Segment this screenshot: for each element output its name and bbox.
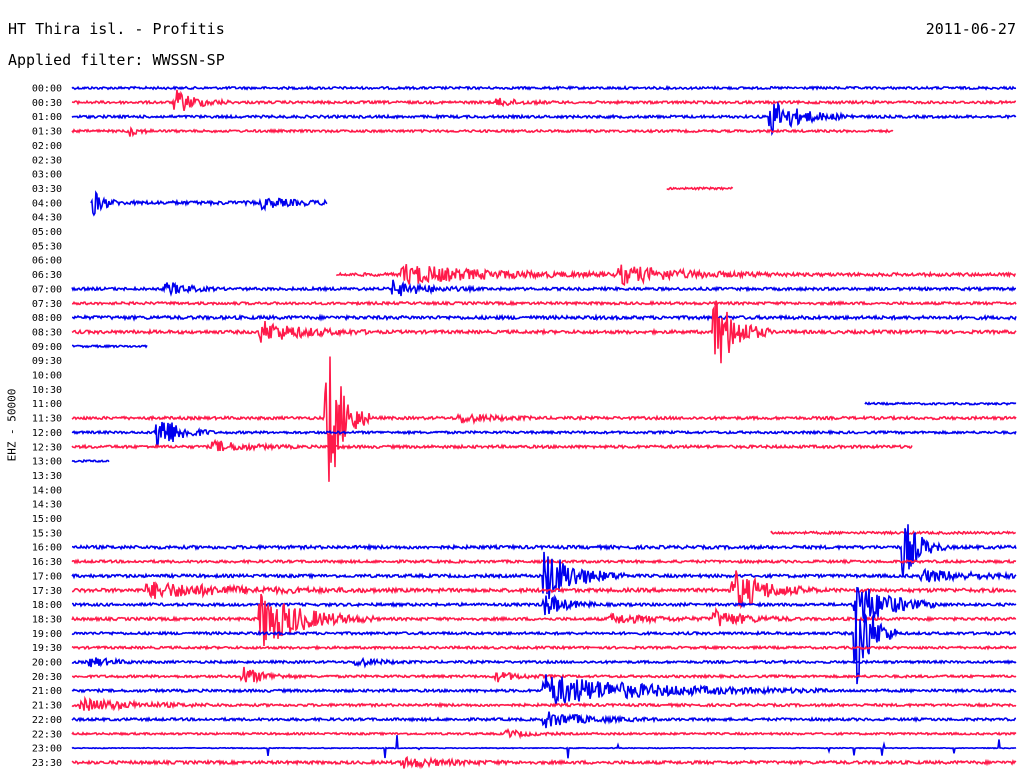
trace-line	[90, 190, 328, 217]
time-label: 03:30	[32, 184, 62, 195]
trace-line	[71, 666, 1017, 684]
trace-line	[71, 100, 1017, 137]
time-axis-labels: 00:00 00:30 01:00 01:30 02:00 02:30 03:00 03:30…	[32, 84, 62, 769]
time-label: 20:30	[32, 672, 62, 683]
time-label: 20:00	[32, 658, 62, 669]
trace-line	[71, 89, 1017, 111]
time-label: 15:00	[32, 514, 62, 525]
seismic-traces	[71, 84, 1017, 770]
trace-line	[71, 421, 1017, 448]
trace-line	[71, 343, 148, 349]
trace-line	[71, 593, 1017, 647]
time-label: 16:30	[32, 557, 62, 568]
trace-line	[71, 458, 110, 463]
trace-line	[71, 656, 1017, 669]
trace-line	[71, 438, 913, 452]
time-label: 13:30	[32, 471, 62, 482]
time-label: 01:30	[32, 127, 62, 138]
trace-line	[71, 727, 1017, 740]
trace-line	[335, 264, 1017, 287]
time-label: 06:30	[32, 270, 62, 281]
time-label: 04:30	[32, 213, 62, 224]
trace-line	[71, 755, 1017, 770]
time-label: 23:30	[32, 758, 62, 769]
time-label: 03:00	[32, 170, 62, 181]
time-label: 19:30	[32, 643, 62, 654]
time-label: 10:00	[32, 371, 62, 382]
time-label: 09:30	[32, 356, 62, 367]
time-label: 08:00	[32, 313, 62, 324]
time-label: 19:00	[32, 629, 62, 640]
trace-line	[71, 125, 894, 138]
trace-line	[71, 711, 1017, 729]
trace-line	[71, 735, 1017, 759]
time-label: 02:30	[32, 155, 62, 166]
trace-line	[71, 586, 1017, 632]
trace-line	[71, 279, 1016, 297]
time-label: 12:00	[32, 428, 62, 439]
time-label: 00:00	[32, 84, 62, 95]
time-label: 12:30	[32, 442, 62, 453]
trace-line	[864, 401, 1017, 407]
trace-line	[71, 695, 1017, 712]
time-label: 04:00	[32, 198, 62, 209]
time-label: 17:00	[32, 571, 62, 582]
trace-line	[71, 84, 1017, 91]
trace-line	[770, 529, 1017, 536]
trace-line	[71, 644, 1017, 651]
trace-line	[71, 299, 1017, 307]
time-label: 09:00	[32, 342, 62, 353]
time-label: 23:00	[32, 744, 62, 755]
time-label: 18:00	[32, 600, 62, 611]
time-label: 14:30	[32, 500, 62, 511]
station-title: HT Thira isl. - Profitis	[8, 20, 225, 38]
time-label: 01:00	[32, 112, 62, 123]
trace-line	[71, 551, 1017, 600]
trace-line	[71, 313, 1017, 322]
trace-line	[71, 674, 1017, 706]
time-label: 07:30	[32, 299, 62, 310]
time-label: 22:30	[32, 729, 62, 740]
time-label: 21:00	[32, 686, 62, 697]
time-label: 13:00	[32, 457, 62, 468]
trace-line	[71, 356, 1017, 482]
time-label: 10:30	[32, 385, 62, 396]
time-label: 05:30	[32, 241, 62, 252]
time-label: 07:00	[32, 284, 62, 295]
time-label: 11:30	[32, 414, 62, 425]
time-label: 11:00	[32, 399, 62, 410]
time-label: 02:00	[32, 141, 62, 152]
time-label: 15:30	[32, 528, 62, 539]
record-date: 2011-06-27	[925, 20, 1016, 38]
filter-label: Applied filter: WWSSN-SP	[8, 51, 225, 69]
time-label: 06:00	[32, 256, 62, 267]
time-label: 16:00	[32, 543, 62, 554]
time-label: 08:30	[32, 327, 62, 338]
time-label: 00:30	[32, 98, 62, 109]
trace-line	[71, 300, 1017, 364]
time-label: 14:00	[32, 485, 62, 496]
time-label: 22:00	[32, 715, 62, 726]
time-label: 18:30	[32, 614, 62, 625]
time-label: 05:00	[32, 227, 62, 238]
trace-line	[666, 186, 734, 191]
trace-line	[71, 524, 1017, 578]
time-label: 21:30	[32, 701, 62, 712]
time-label: 17:30	[32, 586, 62, 597]
